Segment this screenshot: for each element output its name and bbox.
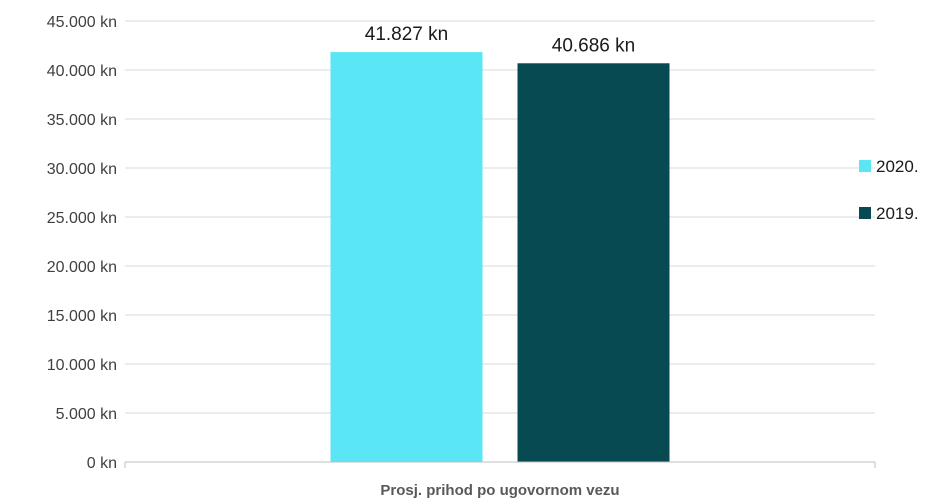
bars xyxy=(330,52,670,463)
data-label: 41.827 kn xyxy=(365,24,448,45)
y-tick-label: 20.000 kn xyxy=(47,259,117,276)
y-tick-label: 25.000 kn xyxy=(47,210,117,227)
data-labels: 41.827 kn 40.686 kn xyxy=(365,24,635,56)
legend-swatch xyxy=(859,207,871,219)
x-axis: Prosj. prihod po ugovornom vezu xyxy=(124,461,876,499)
y-tick-label: 0 kn xyxy=(87,455,117,472)
y-tick-label: 5.000 kn xyxy=(56,406,117,423)
bar-2019 xyxy=(517,63,670,463)
y-tick-label: 30.000 kn xyxy=(47,161,117,178)
legend-swatch xyxy=(859,160,871,172)
legend-item: 2020. xyxy=(859,157,919,176)
y-tick-label: 10.000 kn xyxy=(47,357,117,374)
y-tick-label: 45.000 kn xyxy=(47,14,117,31)
y-tick-label: 40.000 kn xyxy=(47,63,117,80)
legend-label: 2020. xyxy=(876,157,919,176)
legend-label: 2019. xyxy=(876,204,919,223)
bar-2020 xyxy=(330,52,483,463)
y-tick-label: 15.000 kn xyxy=(47,308,117,325)
legend: 2020. 2019. xyxy=(859,157,919,223)
x-category-label: Prosj. prihod po ugovornom vezu xyxy=(380,482,619,499)
gridlines xyxy=(125,20,875,414)
y-tick-label: 35.000 kn xyxy=(47,112,117,129)
data-label: 40.686 kn xyxy=(552,35,635,56)
y-axis-tick-labels: 0 kn 5.000 kn 10.000 kn 15.000 kn 20.000 kn 2… xyxy=(47,14,117,472)
legend-item: 2019. xyxy=(859,204,919,223)
